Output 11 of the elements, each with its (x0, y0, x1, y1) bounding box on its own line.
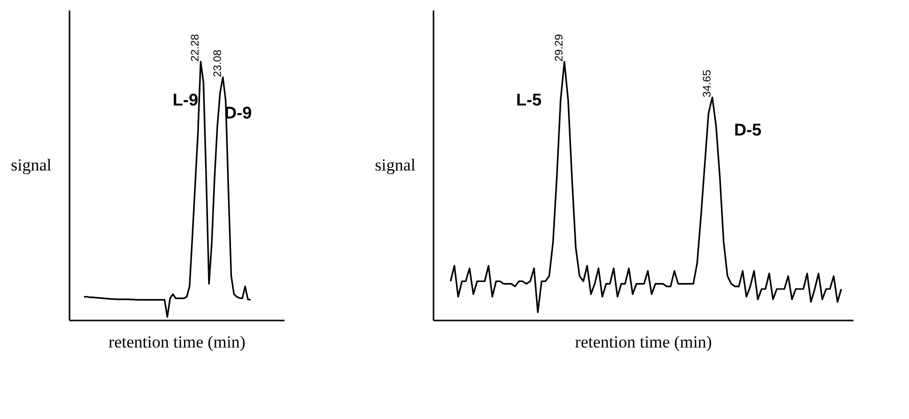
annotation: D-5 (734, 120, 762, 140)
y-axis-title: signal (10, 156, 52, 174)
annotation: 23.08 (212, 50, 224, 78)
y-axis-title: signal (374, 156, 416, 174)
x-axis-title: retention time (min) (575, 332, 712, 352)
annotation: 34.65 (701, 70, 714, 98)
annotation: L-9 (172, 90, 198, 110)
annotation: L-5 (516, 90, 542, 110)
annotation: 22.28 (190, 34, 202, 62)
annotation: 29.29 (553, 34, 566, 62)
x-axis-title: retention time (min) (108, 332, 246, 352)
